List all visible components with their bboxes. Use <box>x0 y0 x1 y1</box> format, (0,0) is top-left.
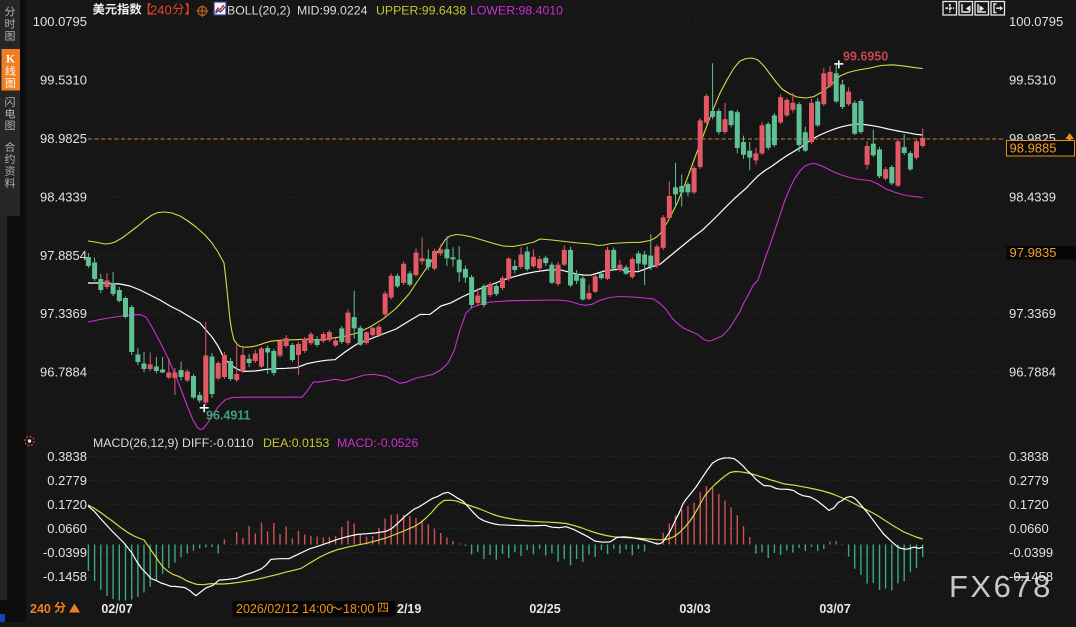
svg-text:240: 240 <box>30 602 51 616</box>
svg-text:99.5310: 99.5310 <box>40 73 87 88</box>
svg-text:DIFF:-0.0110: DIFF:-0.0110 <box>182 436 254 450</box>
svg-text:MACD(26,12,9): MACD(26,12,9) <box>93 436 178 450</box>
svg-text:03/07: 03/07 <box>819 602 850 616</box>
svg-text:97.3369: 97.3369 <box>1009 306 1056 321</box>
svg-text:96.7884: 96.7884 <box>1009 365 1056 380</box>
svg-text:MID:99.0224: MID:99.0224 <box>297 4 368 18</box>
svg-text:100.0795: 100.0795 <box>33 14 87 29</box>
svg-text:2026/02/12 14:00: 2026/02/12 14:00 <box>236 602 333 616</box>
svg-text:BOLL(20,2): BOLL(20,2) <box>227 4 291 18</box>
svg-text:0.3838: 0.3838 <box>47 449 87 464</box>
svg-text:97.3369: 97.3369 <box>40 306 87 321</box>
svg-text:MACD:-0.0526: MACD:-0.0526 <box>337 436 418 450</box>
svg-text:96.7884: 96.7884 <box>40 365 87 380</box>
svg-text:-0.1458: -0.1458 <box>1009 569 1053 584</box>
svg-text:96.4911: 96.4911 <box>206 409 251 423</box>
svg-text:98.4339: 98.4339 <box>1009 190 1056 205</box>
svg-text:98.9825: 98.9825 <box>40 131 87 146</box>
svg-text:100.0795: 100.0795 <box>1009 14 1063 29</box>
svg-text:98.4339: 98.4339 <box>40 190 87 205</box>
svg-text:97.9835: 97.9835 <box>1010 245 1057 260</box>
svg-text:99.6950: 99.6950 <box>843 50 888 64</box>
svg-text:0.2779: 0.2779 <box>1009 473 1049 488</box>
svg-text:DEA:0.0153: DEA:0.0153 <box>263 436 329 450</box>
svg-text:0.1720: 0.1720 <box>1009 497 1049 512</box>
svg-text:K: K <box>6 54 15 66</box>
svg-text:02/25: 02/25 <box>529 602 560 616</box>
svg-text:0.1720: 0.1720 <box>47 497 87 512</box>
svg-text:0.0660: 0.0660 <box>1009 521 1049 536</box>
svg-text:97.8854: 97.8854 <box>40 248 87 263</box>
svg-text:-0.0399: -0.0399 <box>1009 545 1053 560</box>
svg-text:-0.1458: -0.1458 <box>43 569 87 584</box>
svg-text:0.3838: 0.3838 <box>1009 449 1049 464</box>
svg-text:02/07: 02/07 <box>101 602 132 616</box>
svg-text:2/19: 2/19 <box>397 602 421 616</box>
svg-text:18:00: 18:00 <box>343 602 374 616</box>
svg-text:98.9885: 98.9885 <box>1010 141 1057 156</box>
svg-text:UPPER:99.6438: UPPER:99.6438 <box>376 4 466 18</box>
svg-text:240: 240 <box>150 3 172 18</box>
svg-text:LOWER:98.4010: LOWER:98.4010 <box>470 4 563 18</box>
svg-text:0.0660: 0.0660 <box>47 521 87 536</box>
svg-text:-0.0399: -0.0399 <box>43 545 87 560</box>
svg-text:99.5310: 99.5310 <box>1009 73 1056 88</box>
svg-text:0.2779: 0.2779 <box>47 473 87 488</box>
svg-text:03/03: 03/03 <box>679 602 710 616</box>
